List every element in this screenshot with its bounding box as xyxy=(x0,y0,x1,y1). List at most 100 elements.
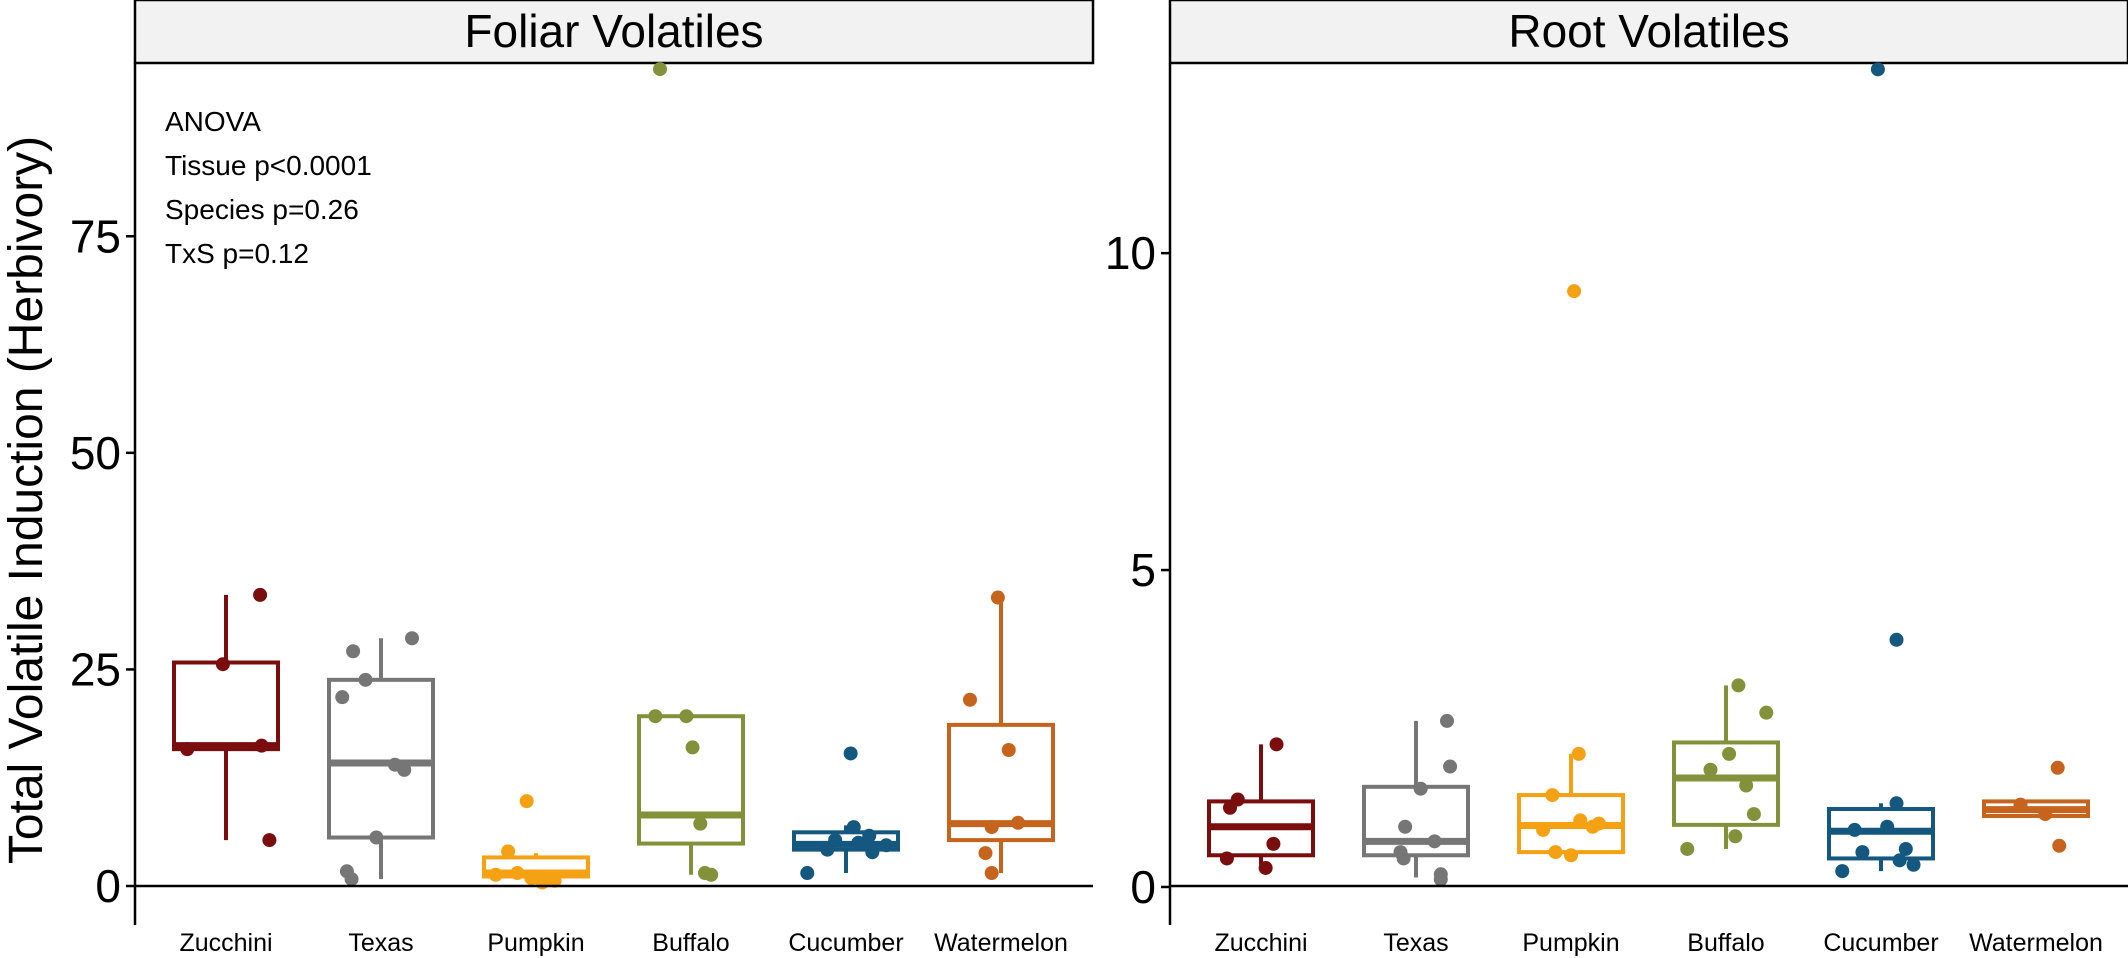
data-point xyxy=(1266,836,1281,851)
x-tick-label: Buffalo xyxy=(652,929,729,957)
box-iqr xyxy=(1672,740,1780,827)
data-point xyxy=(1396,851,1411,866)
data-point xyxy=(1427,834,1442,849)
data-point xyxy=(820,842,835,857)
data-point xyxy=(358,672,373,687)
boxes-foliar xyxy=(172,594,1055,883)
data-point xyxy=(1898,841,1913,856)
y-ticks-root: 0 5 10 xyxy=(1105,227,1170,913)
data-point xyxy=(510,866,525,881)
data-point xyxy=(488,867,503,882)
y-tick-label: 0 xyxy=(95,860,121,912)
data-point xyxy=(1703,762,1718,777)
data-point xyxy=(1413,781,1428,796)
data-point xyxy=(704,867,719,882)
data-point xyxy=(344,872,359,887)
data-point xyxy=(1746,807,1761,822)
data-point xyxy=(335,690,350,705)
y-tick-label: 75 xyxy=(70,210,121,262)
y-tick-label: 0 xyxy=(1130,861,1156,913)
x-tick-label: Zucchini xyxy=(1214,929,1307,957)
data-point xyxy=(1759,705,1774,720)
data-point xyxy=(843,746,858,761)
data-point xyxy=(397,762,412,777)
strip-foliar xyxy=(133,0,1095,65)
box-zucchini xyxy=(172,594,280,841)
box-iqr xyxy=(172,660,280,752)
box-iqr xyxy=(947,722,1055,843)
data-point xyxy=(1440,713,1454,728)
data-point xyxy=(262,833,277,848)
data-point xyxy=(1892,853,1907,868)
data-point xyxy=(862,828,877,843)
panel-title-foliar: Foliar Volatiles xyxy=(464,5,763,57)
data-point xyxy=(1906,857,1921,872)
data-point xyxy=(1398,819,1413,834)
data-point xyxy=(1536,822,1551,837)
box-texas xyxy=(327,638,435,880)
data-point xyxy=(648,709,663,724)
data-point xyxy=(1731,678,1746,693)
data-point xyxy=(1269,737,1284,752)
y-tick-label: 5 xyxy=(1130,544,1156,596)
data-point xyxy=(1571,746,1586,761)
x-tick-label: Texas xyxy=(348,929,413,957)
data-point xyxy=(1001,743,1016,758)
data-point xyxy=(851,835,866,850)
annotation-line-4: TxS p=0.12 xyxy=(165,238,309,269)
box-watermelon xyxy=(1982,799,2090,818)
data-point xyxy=(1847,822,1862,837)
boxes-root xyxy=(1207,685,2090,878)
data-point xyxy=(1722,746,1737,761)
data-point xyxy=(2050,760,2065,775)
data-point xyxy=(405,631,419,646)
data-point xyxy=(879,838,894,853)
data-point xyxy=(653,62,667,77)
data-point xyxy=(1011,815,1026,830)
y-axis-title: Total Volatile Induction (Herbivory) xyxy=(0,136,53,864)
data-point xyxy=(1591,816,1606,831)
box-zucchini xyxy=(1207,744,1315,865)
data-point xyxy=(1870,62,1885,77)
data-point xyxy=(2038,807,2053,822)
data-point xyxy=(1835,864,1850,879)
x-tick-label: Pumpkin xyxy=(1522,929,1619,957)
data-point xyxy=(990,590,1005,605)
x-tick-label: Pumpkin xyxy=(487,929,584,957)
box-buffalo xyxy=(637,714,745,875)
data-point xyxy=(2052,838,2067,853)
y-tick-label: 10 xyxy=(1105,227,1156,279)
y-ticks-foliar: 0 25 50 75 xyxy=(70,210,135,912)
data-point xyxy=(519,794,534,809)
data-point xyxy=(524,871,539,886)
data-point xyxy=(547,873,562,888)
annotation-line-2: Tissue p<0.0001 xyxy=(165,150,372,181)
data-point xyxy=(1728,829,1743,844)
data-point xyxy=(1889,632,1904,647)
data-point xyxy=(254,738,269,753)
y-tick-label: 50 xyxy=(70,427,121,479)
data-point xyxy=(1889,796,1904,811)
data-point xyxy=(1855,845,1870,860)
data-point xyxy=(1739,778,1754,793)
data-point xyxy=(1880,819,1895,834)
x-ticks-foliar: Zucchini Texas Pumpkin Buffalo Cucumber Water… xyxy=(179,929,1067,957)
box-buffalo xyxy=(1672,685,1780,849)
data-point xyxy=(346,644,361,659)
data-point xyxy=(1219,851,1234,866)
panel-title-root: Root Volatiles xyxy=(1508,5,1789,57)
data-point xyxy=(846,820,861,835)
data-point xyxy=(984,820,999,835)
data-point xyxy=(253,587,268,602)
data-point xyxy=(501,844,516,859)
data-point xyxy=(1258,860,1273,875)
data-point xyxy=(1573,813,1588,828)
anova-annotation: ANOVA Tissue p<0.0001 Species p=0.26 TxS… xyxy=(165,106,372,269)
x-tick-label: Zucchini xyxy=(179,929,272,957)
y-tick-label: 25 xyxy=(70,643,121,695)
data-point xyxy=(978,846,993,861)
data-point xyxy=(865,845,880,860)
data-point xyxy=(828,833,843,848)
box-watermelon xyxy=(947,597,1055,874)
